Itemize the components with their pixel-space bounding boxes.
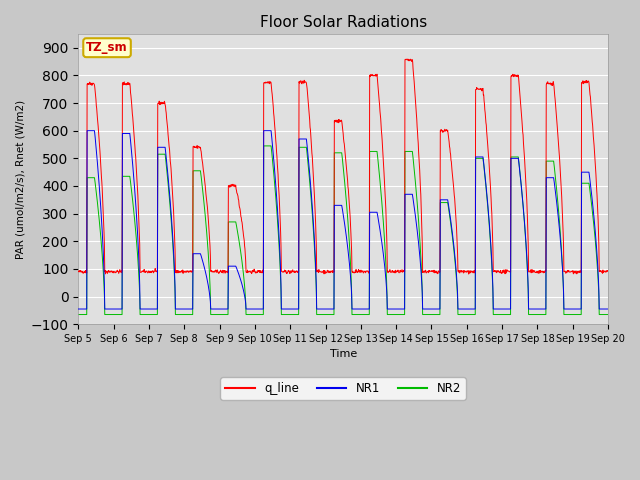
Text: TZ_sm: TZ_sm (86, 41, 128, 54)
q_line (426, 269, 433, 275)
NR1 (426, 306, 433, 312)
Line: q_line: q_line (78, 59, 608, 274)
NR1 (180, 306, 188, 312)
NR1 (604, 306, 612, 312)
Line: NR1: NR1 (78, 131, 608, 309)
NR1 (74, 306, 82, 312)
NR1 (193, 251, 200, 257)
q_line (179, 270, 187, 276)
NR1 (495, 306, 502, 312)
NR2 (74, 312, 82, 317)
NR1 (541, 306, 549, 312)
NR2 (252, 312, 259, 317)
NR2 (541, 312, 549, 317)
q_line (252, 270, 259, 276)
NR2 (192, 168, 200, 174)
NR1 (83, 128, 91, 133)
q_line (192, 144, 200, 150)
q_line (495, 269, 502, 275)
q_line (465, 271, 472, 277)
Y-axis label: PAR (umol/m2/s), Rnet (W/m2): PAR (umol/m2/s), Rnet (W/m2) (15, 99, 25, 259)
q_line (604, 268, 612, 274)
q_line (74, 268, 82, 274)
q_line (541, 268, 549, 274)
q_line (403, 56, 411, 62)
Line: NR2: NR2 (78, 146, 608, 314)
X-axis label: Time: Time (330, 349, 356, 360)
Legend: q_line, NR1, NR2: q_line, NR1, NR2 (221, 377, 466, 399)
NR2 (260, 143, 268, 149)
NR2 (426, 312, 433, 317)
NR1 (252, 306, 259, 312)
NR2 (179, 312, 187, 317)
Title: Floor Solar Radiations: Floor Solar Radiations (260, 15, 427, 30)
NR2 (604, 312, 612, 317)
NR2 (495, 312, 502, 317)
